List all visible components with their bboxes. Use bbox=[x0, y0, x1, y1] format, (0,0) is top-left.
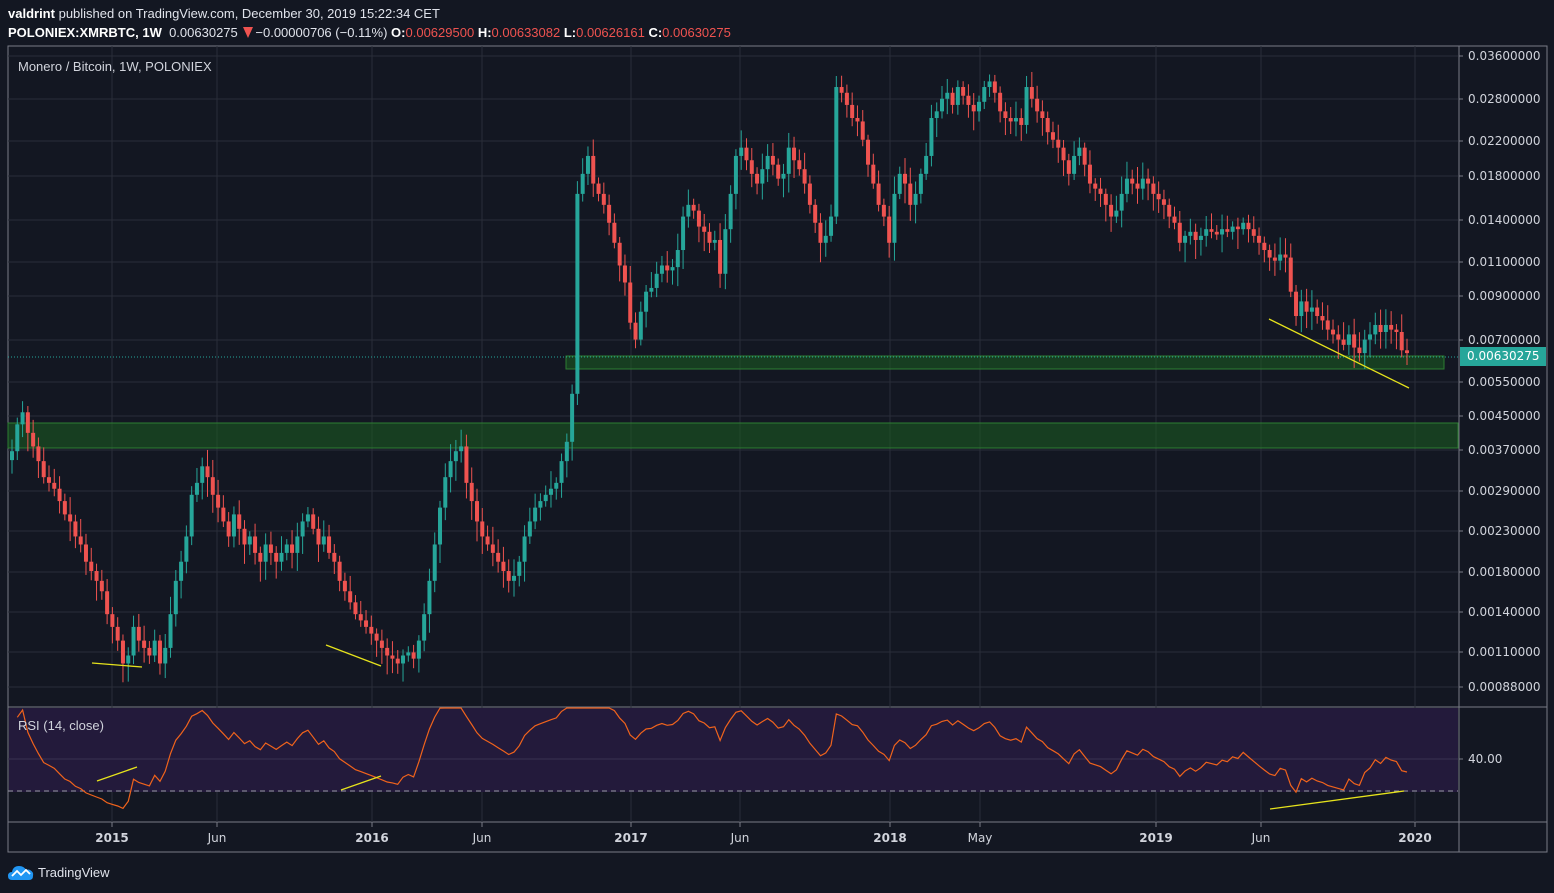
time-tick-label: 2016 bbox=[355, 831, 389, 845]
time-tick-label: 2017 bbox=[614, 831, 648, 845]
change-value: −0.00000706 (−0.11%) bbox=[255, 25, 388, 40]
price-tick-label: 0.00450000 bbox=[1468, 409, 1541, 423]
rsi-axis-label: 40.00 bbox=[1468, 752, 1503, 766]
tradingview-brand: TradingView bbox=[38, 864, 110, 880]
price-tick-label: 0.00180000 bbox=[1468, 565, 1541, 579]
price-tick-label: 0.02800000 bbox=[1468, 92, 1541, 106]
price-tick-label: 0.00110000 bbox=[1468, 645, 1541, 659]
low-value: 0.00626161 bbox=[576, 25, 645, 40]
time-tick-label: Jun bbox=[730, 831, 750, 845]
price-tick-label: 0.00140000 bbox=[1468, 605, 1541, 619]
time-tick-label: 2020 bbox=[1398, 831, 1432, 845]
high-value: 0.00633082 bbox=[491, 25, 561, 40]
price-tick-label: 0.01100000 bbox=[1468, 255, 1541, 269]
price-tick-label: 0.00370000 bbox=[1468, 443, 1541, 457]
price-tick-label: 0.00230000 bbox=[1468, 524, 1541, 538]
published-text: published on TradingView.com, December 3… bbox=[58, 6, 440, 21]
ohlc-header: POLONIEX:XMRBTC, 1W 0.00630275 −0.000007… bbox=[8, 25, 731, 40]
chart-legend[interactable]: Monero / Bitcoin, 1W, POLONIEX bbox=[18, 59, 212, 74]
time-tick-label: 2018 bbox=[873, 831, 907, 845]
close-label: C: bbox=[648, 25, 663, 40]
time-tick-label: Jun bbox=[1251, 831, 1271, 845]
tradingview-logo[interactable]: TradingView bbox=[8, 863, 110, 881]
time-tick-label: 2015 bbox=[95, 831, 129, 845]
rsi-legend[interactable]: RSI (14, close) bbox=[18, 718, 104, 733]
high-label: H: bbox=[477, 25, 492, 40]
price-tick-label: 0.00550000 bbox=[1468, 375, 1541, 389]
price-tick-label: 0.01800000 bbox=[1468, 169, 1541, 183]
price-tick-label: 0.03600000 bbox=[1468, 49, 1541, 63]
time-tick-label: May bbox=[967, 831, 993, 845]
open-value: 0.00629500 bbox=[405, 25, 475, 40]
last-price-label: 0.00630275 bbox=[1460, 347, 1546, 366]
price-tick-label: 0.00700000 bbox=[1468, 333, 1541, 347]
low-label: L: bbox=[563, 25, 577, 40]
author-name[interactable]: valdrint bbox=[8, 6, 55, 21]
price-tick-label: 0.00088000 bbox=[1468, 680, 1541, 694]
time-tick-label: Jun bbox=[207, 831, 227, 845]
publish-info: valdrint published on TradingView.com, D… bbox=[8, 6, 440, 21]
tradingview-cloud-icon bbox=[8, 866, 34, 880]
last-value: 0.00630275 bbox=[169, 25, 238, 40]
symbol-label: POLONIEX:XMRBTC, 1W bbox=[8, 25, 162, 40]
close-value: 0.00630275 bbox=[662, 25, 731, 40]
price-tick-label: 0.00290000 bbox=[1468, 484, 1541, 498]
price-tick-label: 0.00900000 bbox=[1468, 289, 1541, 303]
time-tick-label: 2019 bbox=[1139, 831, 1173, 845]
down-arrow-icon bbox=[243, 27, 254, 38]
price-tick-label: 0.01400000 bbox=[1468, 213, 1541, 227]
open-label: O: bbox=[391, 25, 406, 40]
time-tick-label: Jun bbox=[472, 831, 492, 845]
price-tick-label: 0.02200000 bbox=[1468, 134, 1541, 148]
